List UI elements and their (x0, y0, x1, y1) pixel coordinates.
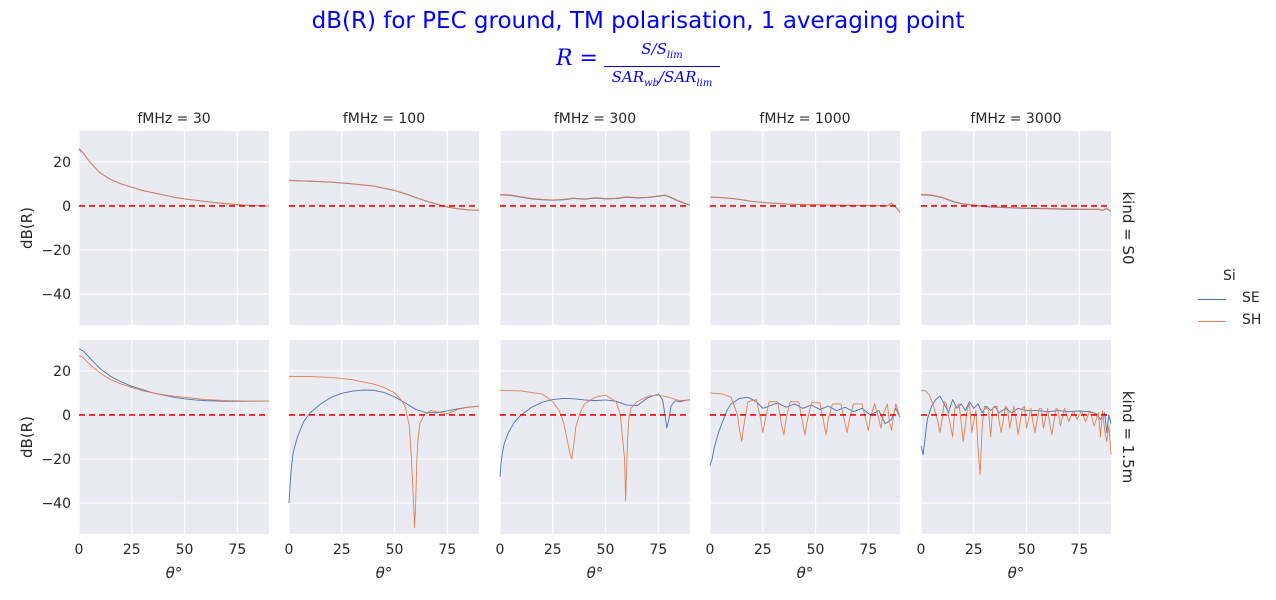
panel-r1-c1-series-sh (288, 375, 480, 528)
panel-r1-c2-background (500, 340, 690, 534)
panel-r1-c3-background (710, 340, 900, 534)
column-title-1: fMHz = 100 (343, 111, 425, 127)
panel-r0-c2-background (500, 131, 690, 325)
panel-r0-c3-series-sh (709, 196, 901, 213)
y-tick-label: 20 (53, 364, 71, 380)
x-tick-label: 0 (285, 542, 294, 558)
formula-fraction: S/Slim SARwb/SARlim (600, 40, 724, 93)
legend-item-se: SE (1196, 290, 1276, 308)
y-tick-label: −40 (41, 287, 71, 303)
y-tick-label: −20 (41, 243, 71, 259)
column-title-4: fMHz = 3000 (970, 111, 1061, 127)
panel-r0-c0-series-sh (78, 149, 270, 207)
x-tick-label: 25 (754, 542, 772, 558)
panel-r1-c2-series-sh (499, 389, 691, 502)
panel-r1-c1-background (289, 340, 479, 534)
x-tick-label: 50 (807, 542, 825, 558)
panel-r0-c1-background (289, 131, 479, 325)
x-tick-label: 25 (333, 542, 351, 558)
y-tick-label: −40 (41, 496, 71, 512)
y-tick-label: 20 (53, 155, 71, 171)
x-tick-label: 25 (965, 542, 983, 558)
legend-title: Si (1223, 268, 1236, 284)
x-tick-label: 50 (386, 542, 404, 558)
x-axis-label: θ° (797, 564, 814, 582)
panel-r0-c4-series-sh (921, 194, 1112, 212)
panel-r0-c0-background (79, 131, 269, 325)
x-tick-label: 50 (597, 542, 615, 558)
panel-r1-c0-background (79, 340, 269, 534)
x-axis-label: θ° (376, 564, 393, 582)
y-tick-label: 0 (62, 199, 71, 215)
panel-r0-c3-background (710, 131, 900, 325)
panel-r1-c4-series-sh (921, 390, 1112, 475)
x-tick-label: 75 (228, 542, 246, 558)
formula-denominator: SARwb/SARlim (611, 68, 713, 89)
legend-swatch-sh (1198, 321, 1226, 322)
y-tick-label: 0 (62, 408, 71, 424)
x-tick-label: 50 (1018, 542, 1036, 558)
column-title-0: fMHz = 30 (137, 111, 210, 127)
panel-r1-c0-series-sh (78, 355, 269, 402)
x-tick-label: 75 (859, 542, 877, 558)
formula-fraction-bar (604, 66, 720, 67)
panel-r1-c2-series-se (499, 393, 691, 477)
panel-r0-c4-background (921, 131, 1111, 325)
legend-label-se: SE (1242, 290, 1260, 306)
formula-numerator: S/Slim (641, 40, 683, 61)
x-axis-label: θ° (166, 564, 183, 582)
row-title-1: kind = 1.5m (1119, 391, 1137, 483)
x-tick-label: 75 (438, 542, 456, 558)
panel-r0-c1-series-sh (288, 179, 480, 211)
x-tick-label: 50 (176, 542, 194, 558)
x-tick-label: 75 (649, 542, 667, 558)
column-title-2: fMHz = 300 (554, 111, 636, 127)
x-tick-label: 25 (544, 542, 562, 558)
y-tick-label: −20 (41, 452, 71, 468)
y-axis-label: dB(R) (18, 416, 36, 458)
x-tick-label: 75 (1070, 542, 1088, 558)
x-tick-label: 25 (123, 542, 141, 558)
panel-r1-c3-series-sh (709, 392, 901, 442)
x-axis-label: θ° (1008, 564, 1025, 582)
figure-title: dB(R) for PEC ground, TM polarisation, 1… (311, 8, 965, 34)
legend-label-sh: SH (1242, 312, 1262, 328)
x-tick-label: 0 (75, 542, 84, 558)
row-title-0: kind = S0 (1119, 191, 1137, 264)
legend-swatch-se (1198, 299, 1226, 300)
x-tick-label: 0 (917, 542, 926, 558)
formula-lhs: R = (556, 46, 598, 71)
x-tick-label: 0 (706, 542, 715, 558)
y-axis-label: dB(R) (18, 207, 36, 249)
legend-item-sh: SH (1196, 312, 1276, 330)
x-axis-label: θ° (587, 564, 604, 582)
column-title-3: fMHz = 1000 (759, 111, 850, 127)
x-tick-label: 0 (496, 542, 505, 558)
panel-r0-c2-series-sh (499, 194, 691, 206)
panel-r1-c4-background (921, 340, 1111, 534)
